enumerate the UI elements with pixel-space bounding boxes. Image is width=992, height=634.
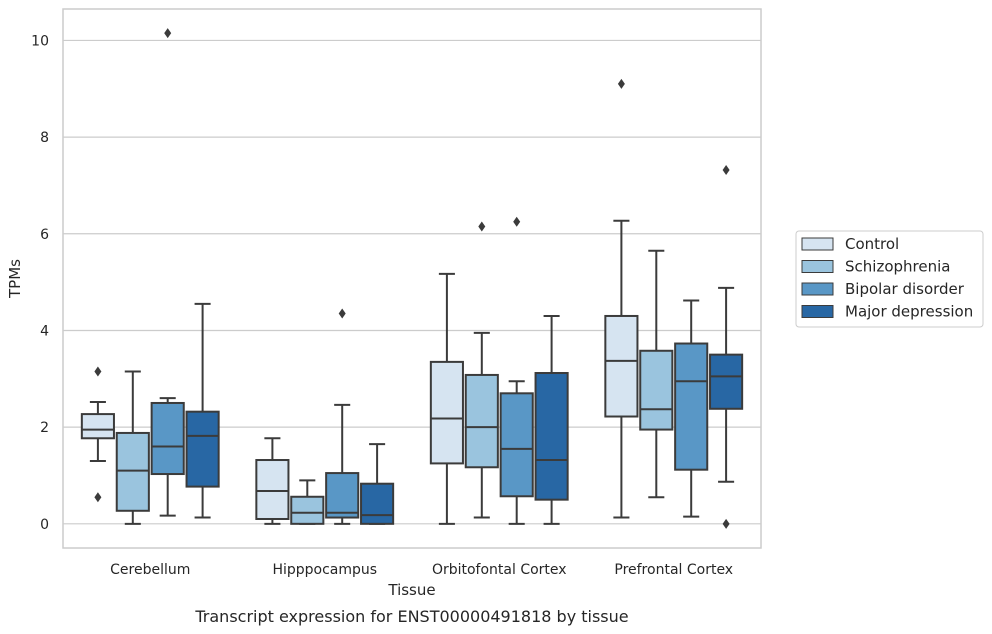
y-tick-label: 2 bbox=[40, 420, 49, 436]
plot-frame bbox=[62, 8, 762, 549]
box-iqr bbox=[534, 372, 569, 501]
legend-swatch bbox=[801, 237, 834, 251]
box-schizophrenia bbox=[290, 479, 325, 525]
box-iqr bbox=[115, 431, 150, 512]
legend: Control Schizophrenia Bipolar disorder Majo… bbox=[795, 230, 984, 328]
box-iqr bbox=[255, 459, 290, 520]
y-tick-label: 0 bbox=[40, 517, 49, 533]
x-axis-label: Tissue bbox=[387, 581, 435, 599]
box-bipolar-disorder bbox=[150, 28, 185, 517]
box-major-depression bbox=[709, 164, 744, 529]
x-tick-label: Hipppocampus bbox=[272, 562, 377, 578]
box-bipolar-disorder bbox=[674, 299, 709, 518]
legend-frame bbox=[795, 230, 984, 328]
y-tick-label: 8 bbox=[40, 130, 49, 146]
legend-swatch bbox=[801, 260, 834, 273]
legend-swatch bbox=[801, 282, 834, 296]
chart-caption: Transcript expression for ENST0000049181… bbox=[194, 607, 628, 626]
box-bipolar-disorder bbox=[499, 216, 534, 525]
box-major-depression bbox=[185, 302, 220, 519]
box-control bbox=[80, 366, 115, 503]
box-control bbox=[429, 272, 464, 525]
box-iqr bbox=[429, 360, 464, 465]
box-iqr bbox=[80, 413, 115, 440]
outlier-point bbox=[478, 221, 486, 232]
outlier-point bbox=[722, 164, 730, 175]
outlier-point bbox=[513, 216, 521, 227]
box-iqr bbox=[290, 495, 325, 525]
x-tick-label: Prefrontal Cortex bbox=[614, 562, 733, 578]
legend-label: Schizophrenia bbox=[845, 258, 950, 276]
outlier-point bbox=[94, 366, 102, 377]
outlier-point bbox=[94, 492, 102, 503]
box-schizophrenia bbox=[639, 249, 674, 499]
x-axis-ticks: Cerebellum Hipppocampus Orbitofontal Corte… bbox=[110, 562, 733, 578]
box-iqr bbox=[709, 353, 744, 410]
y-tick-label: 6 bbox=[40, 227, 49, 243]
box-iqr bbox=[464, 373, 499, 469]
box-iqr bbox=[674, 342, 709, 471]
boxplot-area bbox=[80, 28, 744, 529]
box-schizophrenia bbox=[464, 221, 499, 519]
outlier-point bbox=[617, 78, 625, 89]
box-major-depression bbox=[534, 314, 569, 525]
box-iqr bbox=[604, 314, 639, 418]
legend-label: Bipolar disorder bbox=[845, 280, 965, 298]
y-tick-label: 4 bbox=[40, 323, 49, 339]
box-control bbox=[255, 437, 290, 525]
box-major-depression bbox=[360, 443, 395, 525]
y-axis-label: TPMs bbox=[6, 259, 24, 299]
box-iqr bbox=[360, 482, 395, 525]
box-iqr bbox=[499, 392, 534, 498]
x-tick-label: Orbitofontal Cortex bbox=[432, 562, 567, 578]
box-iqr bbox=[150, 401, 185, 476]
y-axis-ticks: 0 2 4 6 8 10 bbox=[31, 33, 49, 532]
outlier-point bbox=[722, 518, 730, 529]
legend-label: Control bbox=[845, 235, 899, 253]
outlier-point bbox=[164, 28, 172, 39]
x-tick-label: Cerebellum bbox=[110, 562, 190, 578]
legend-label: Major depression bbox=[845, 303, 973, 321]
legend-swatch bbox=[801, 305, 834, 318]
box-iqr bbox=[185, 410, 220, 488]
outlier-point bbox=[338, 308, 346, 319]
box-iqr bbox=[639, 349, 674, 431]
box-iqr bbox=[325, 472, 360, 519]
box-schizophrenia bbox=[115, 370, 150, 525]
box-control bbox=[604, 78, 639, 519]
box-bipolar-disorder bbox=[325, 308, 360, 525]
y-tick-label: 10 bbox=[31, 33, 49, 49]
